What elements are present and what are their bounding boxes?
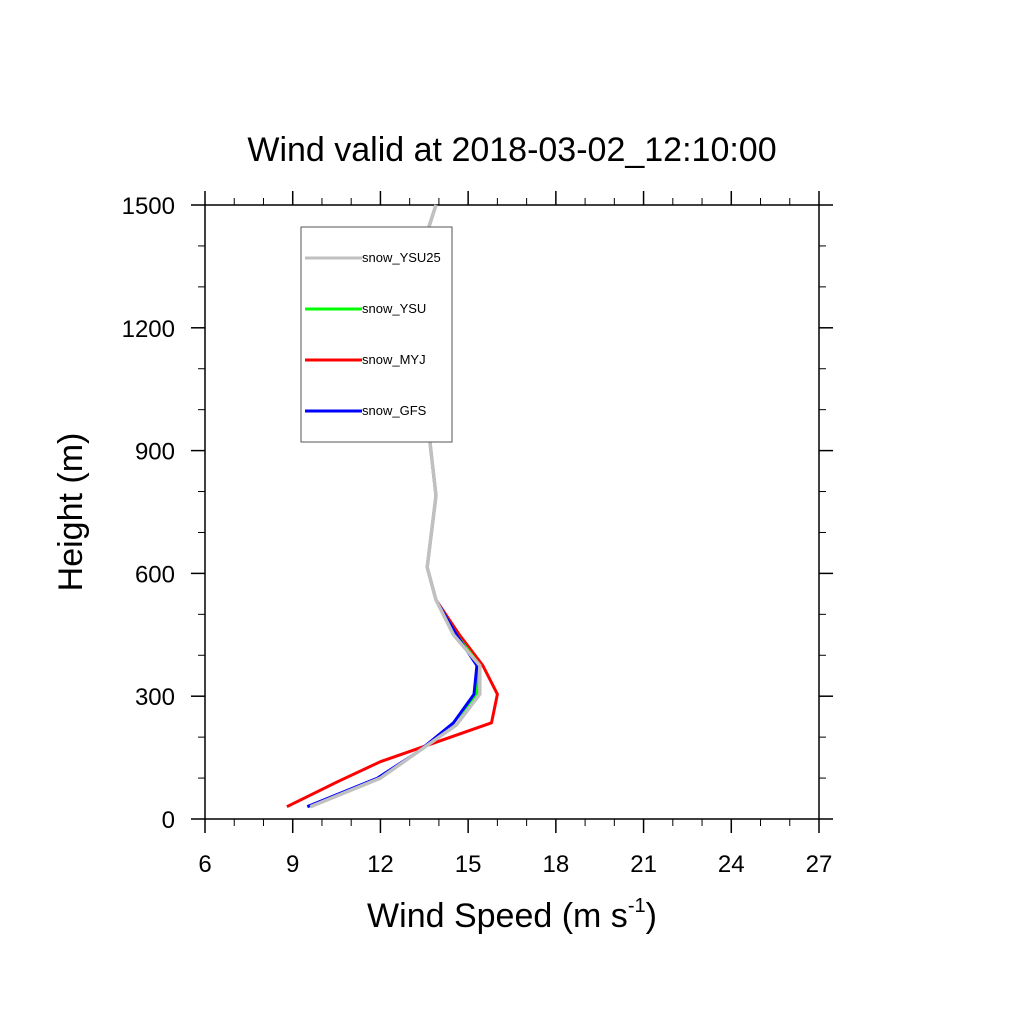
x-tick-label: 6 [198,851,211,878]
y-tick-label: 900 [135,439,175,466]
x-axis-label-superscript: -1 [628,895,646,917]
legend-label: snow_GFS [362,403,427,418]
x-tick-label: 18 [543,851,570,878]
x-axis-label-suffix: ) [646,897,657,935]
x-tick-label: 27 [806,851,833,878]
y-tick-label: 1200 [122,316,175,343]
legend-label: snow_YSU [362,301,426,316]
x-tick-label: 9 [286,851,299,878]
y-tick-label: 1500 [122,193,175,220]
x-axis-label-main: Wind Speed (m s [367,897,628,935]
axis-ticks [191,191,833,833]
legend: snow_YSU25 snow_YSU snow_MYJ snow_GFS [300,226,453,443]
x-axis-label: Wind Speed (m s-1) [367,895,657,935]
chart-title: Wind valid at 2018-03-02_12:10:00 [247,131,776,169]
x-tick-labels: 6 9 12 15 18 21 24 27 [198,851,832,878]
y-tick-label: 600 [135,561,175,588]
plot-frame [204,204,820,820]
y-tick-label: 0 [162,807,175,834]
x-tick-label: 12 [367,851,394,878]
y-tick-label: 300 [135,684,175,711]
legend-label: snow_YSU25 [362,250,441,265]
legend-box [300,226,453,443]
legend-label: snow_MYJ [362,352,426,367]
x-tick-label: 24 [718,851,745,878]
x-tick-label: 15 [455,851,482,878]
x-tick-label: 21 [630,851,657,878]
y-axis-label: Height (m) [52,433,90,592]
y-tick-labels: 0 300 600 900 1200 1500 [122,193,175,834]
